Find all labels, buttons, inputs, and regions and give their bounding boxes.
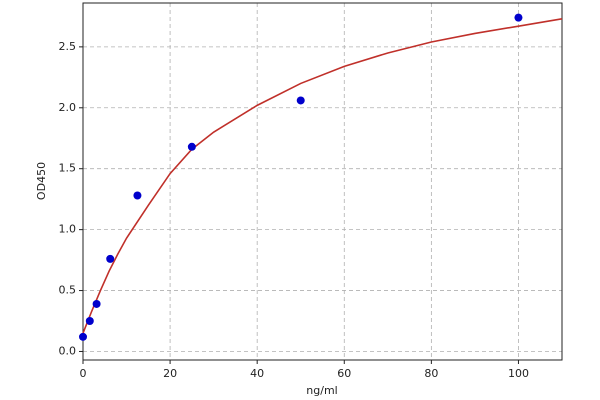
y-tick-label: 1.5 — [59, 162, 77, 175]
x-tick-label: 80 — [424, 367, 438, 380]
y-tick-label: 0.0 — [59, 344, 77, 357]
data-point — [85, 317, 94, 326]
data-point — [79, 332, 87, 341]
data-point — [92, 299, 101, 308]
y-axis-label: OD450 — [35, 162, 48, 200]
y-tick-label: 2.5 — [59, 40, 77, 53]
y-tick-label: 0.5 — [59, 284, 77, 297]
data-point — [296, 96, 305, 105]
data-point — [133, 191, 142, 200]
y-tick-label: 1.0 — [59, 223, 77, 236]
y-tick-label: 2.0 — [59, 101, 77, 114]
x-tick-label: 100 — [508, 367, 529, 380]
x-tick-label: 0 — [80, 367, 87, 380]
data-point — [514, 13, 523, 22]
x-tick-label: 20 — [163, 367, 177, 380]
data-point — [187, 142, 196, 151]
x-axis-label: ng/ml — [306, 384, 337, 397]
data-point — [106, 254, 115, 263]
plot-frame — [82, 2, 563, 361]
fit-curve — [82, 18, 563, 334]
x-tick-label: 60 — [337, 367, 351, 380]
x-tick-label: 40 — [250, 367, 264, 380]
